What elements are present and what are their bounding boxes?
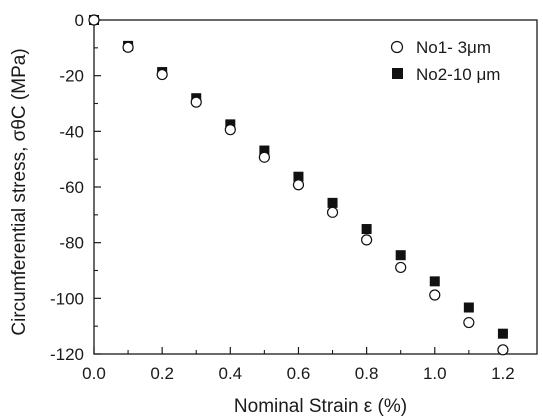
data-point-series-1: [292, 179, 305, 191]
data-marks: [88, 14, 509, 356]
data-point-series-1: [88, 14, 100, 26]
legend-label-series-2: No2-10 μm: [416, 65, 500, 84]
legend-marker-series-1: [390, 40, 404, 54]
x-tick-label: 0.0: [82, 364, 106, 383]
y-tick-label: -120: [50, 345, 84, 364]
data-point-series-1: [122, 41, 134, 53]
data-point-series-2: [293, 171, 304, 182]
data-point-series-1: [224, 124, 236, 136]
data-point-series-2: [429, 276, 440, 287]
data-point-series-1: [463, 316, 475, 329]
y-tick-label: -20: [59, 67, 84, 86]
x-tick-label: 0.6: [287, 364, 311, 383]
y-tick-label: -60: [59, 178, 84, 197]
legend-marker-series-2: [392, 68, 403, 79]
y-tick-label: 0: [75, 11, 84, 30]
data-point-series-2: [497, 328, 508, 339]
data-point-series-2: [395, 250, 406, 261]
y-tick-label: -100: [50, 289, 84, 308]
legend: No1- 3μm No2-10 μm: [390, 38, 500, 84]
data-point-series-1: [395, 261, 407, 274]
data-point-series-1: [190, 96, 202, 108]
x-tick-label: 0.8: [355, 364, 379, 383]
y-tick-label: -40: [59, 122, 84, 141]
x-axis-title: Nominal Strain ε (%): [234, 396, 407, 417]
x-tick-label: 1.0: [423, 364, 447, 383]
data-point-series-1: [497, 344, 509, 356]
data-point-series-1: [156, 68, 168, 81]
data-point-series-1: [258, 151, 270, 163]
x-tick-label: 0.4: [218, 364, 242, 383]
data-point-series-1: [429, 289, 441, 301]
data-point-series-2: [259, 145, 270, 156]
y-axis-title: Circumferential stress, σθC (MPa): [9, 48, 30, 335]
legend-label-series-1: No1- 3μm: [416, 38, 491, 57]
data-point-series-1: [326, 206, 339, 218]
data-point-series-2: [463, 302, 474, 313]
tick-labels: 0.0 0.2 0.4 0.6 0.8 1.0 1.2 0 -20 -40 -60 -80 -100 -1…: [50, 11, 515, 383]
data-point-series-1: [361, 234, 373, 246]
data-point-series-2: [327, 197, 338, 208]
y-tick-label: -80: [59, 234, 84, 253]
x-tick-label: 1.2: [491, 364, 515, 383]
x-tick-label: 0.2: [150, 364, 174, 383]
data-point-series-2: [361, 224, 372, 235]
